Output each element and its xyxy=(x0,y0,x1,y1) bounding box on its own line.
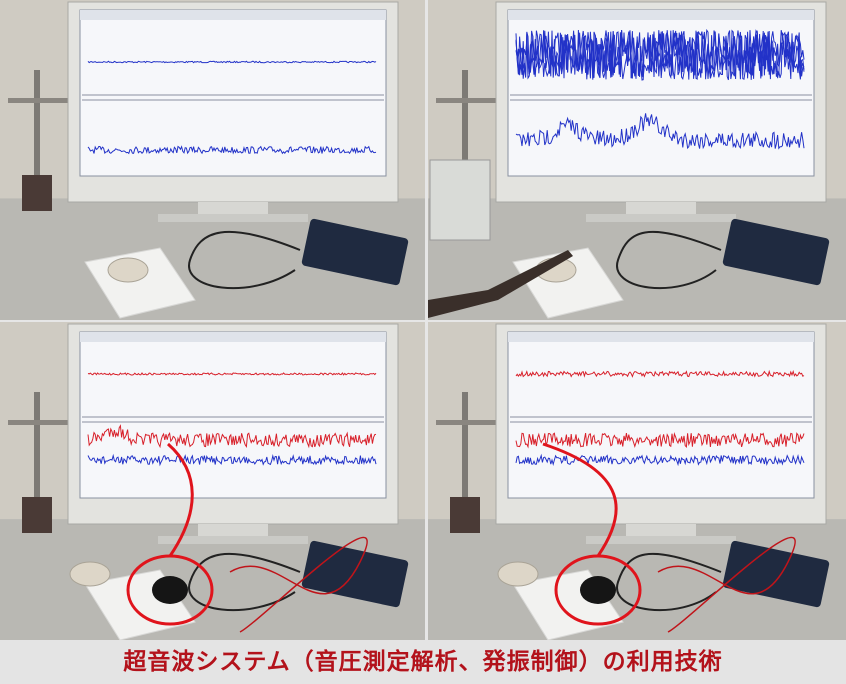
toolbar xyxy=(508,10,814,20)
monitor-base xyxy=(586,214,736,222)
photo-grid xyxy=(0,0,846,640)
screen xyxy=(80,332,386,498)
stand-base xyxy=(22,497,52,533)
stand-arm xyxy=(436,420,496,425)
hydrophone xyxy=(580,576,616,604)
monitor-base xyxy=(158,214,308,222)
photo-panel xyxy=(428,322,846,640)
toolbar xyxy=(80,332,386,342)
toolbar xyxy=(508,332,814,342)
photo-panel xyxy=(428,0,846,320)
stand-pole xyxy=(34,70,40,190)
sensor-disc xyxy=(108,258,148,282)
stand-arm xyxy=(8,98,68,103)
stand-pole xyxy=(34,392,40,512)
monitor-stand xyxy=(626,202,696,216)
stand-arm xyxy=(436,98,496,103)
monitor-stand xyxy=(198,202,268,216)
photo-collage: 超音波システム（音圧測定解析、発振制御）の利用技術 xyxy=(0,0,846,684)
caption: 超音波システム（音圧測定解析、発振制御）の利用技術 xyxy=(0,640,846,684)
hydrophone xyxy=(152,576,188,604)
sensor-disc xyxy=(498,562,538,586)
stand-base xyxy=(450,497,480,533)
monitor-stand xyxy=(626,524,696,538)
function-generator xyxy=(430,160,490,240)
stand-base xyxy=(22,175,52,211)
monitor-stand xyxy=(198,524,268,538)
stand-arm xyxy=(8,420,68,425)
screen xyxy=(508,332,814,498)
photo-panel xyxy=(0,0,425,320)
toolbar xyxy=(80,10,386,20)
photo-panel xyxy=(0,322,425,640)
sensor-disc xyxy=(70,562,110,586)
stand-pole xyxy=(462,392,468,512)
